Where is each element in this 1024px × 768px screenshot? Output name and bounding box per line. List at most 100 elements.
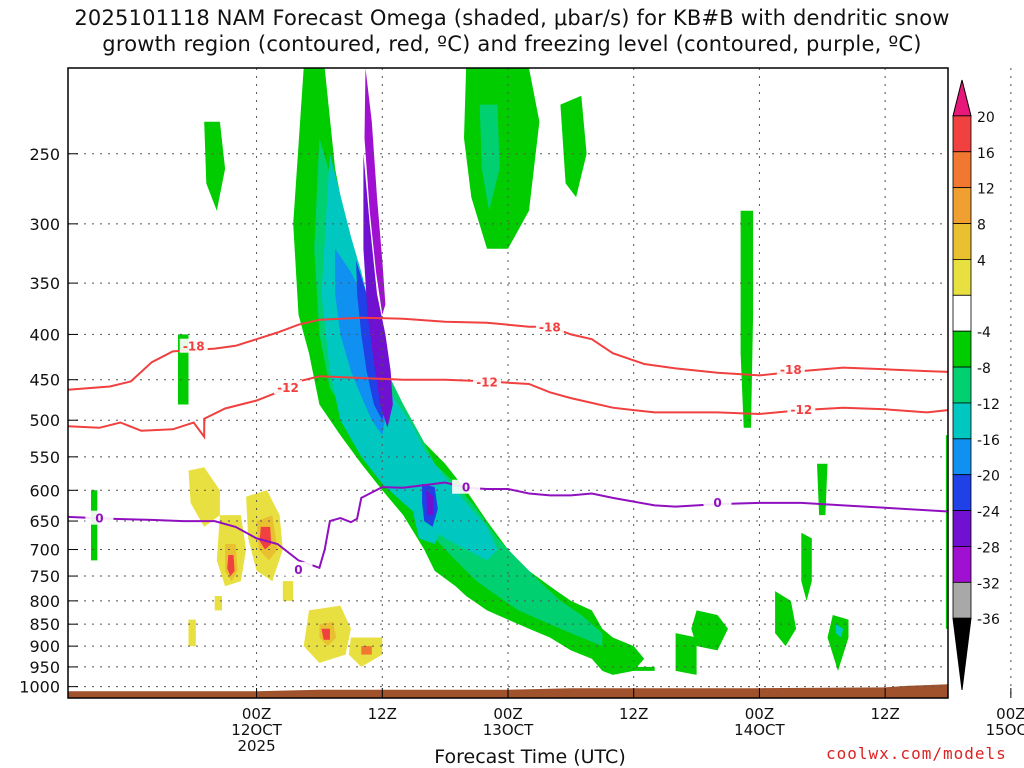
x-tick-label-72-0: 00Z: [996, 705, 1024, 723]
contour-label-bg-6: [85, 510, 114, 525]
omega-region-38: [282, 581, 294, 601]
omega-region-20: [775, 591, 797, 647]
omega-region-9: [426, 490, 434, 516]
omega-region-13: [560, 95, 587, 198]
contours: -18 -18 -12 -12 -12 -18 0 0 0 0: [68, 316, 948, 577]
contour-label-bg-2: [274, 380, 302, 395]
colorbar-box-3: [952, 187, 972, 224]
contour-label-3: -12: [476, 375, 498, 389]
colorbar-label-12: -32: [977, 576, 1000, 592]
omega-region-2: [321, 153, 498, 561]
y-tick-label-550: 550: [29, 448, 60, 467]
colorbar-label-3: 8: [977, 218, 986, 234]
omega-region-37: [361, 646, 372, 655]
colorbar-box-4: [952, 223, 972, 260]
colorbar-box-9: [952, 402, 972, 440]
contour-label-1: -18: [780, 363, 802, 377]
x-tick-label-72-1: 15OCT: [986, 721, 1024, 739]
y-tick-label-800: 800: [29, 592, 60, 611]
omega-region-25: [675, 633, 697, 675]
contour-label-bg-4: [787, 402, 816, 417]
colorbar-box-14: [952, 581, 972, 619]
omega-region-6: [364, 68, 386, 315]
contour-label-bg-7: [284, 561, 313, 576]
x-tick-label-12-0: 12Z: [368, 705, 397, 723]
x-axis-label: Forecast Time (UTC): [434, 746, 626, 768]
y-tick-label-600: 600: [29, 481, 60, 500]
contour-label-5: -18: [183, 340, 205, 354]
contour-label-bg-1: [776, 362, 805, 377]
y-tick-label-900: 900: [29, 637, 60, 656]
colorbar-label-13: -36: [977, 612, 1000, 628]
grid-lines: [68, 68, 1012, 698]
x-tick-label-24-0: 00Z: [493, 705, 522, 723]
omega-region-19: [801, 532, 812, 601]
y-tick-label-700: 700: [29, 541, 60, 560]
colorbar-box-8: [952, 366, 972, 404]
contour-label-6: 0: [95, 512, 103, 526]
colorbar-box-5: [952, 259, 972, 296]
y-tick-label-400: 400: [29, 325, 60, 344]
contour-label-bg-3: [473, 374, 502, 389]
colorbar-label-9: -20: [977, 469, 1000, 485]
colorbar-label-10: -24: [977, 505, 1000, 521]
colorbar-box-13: [952, 546, 972, 583]
y-tick-label-850: 850: [29, 615, 60, 634]
colorbar: 20 16 12 8 4 -4 -8 -12 -16 -20 -24 -28 -32 -36: [952, 79, 1000, 691]
colorbar-label-5: -4: [977, 325, 991, 341]
colorbar-box-11: [952, 474, 972, 511]
omega-region-11: [464, 68, 540, 249]
x-tick-label-24-1: 13OCT: [483, 721, 534, 739]
colorbar-box-10: [952, 438, 972, 476]
colorbar-bottom-arrow: [952, 617, 972, 691]
chart-title-line1: 2025101118 NAM Forecast Omega (shaded, μ…: [74, 6, 950, 30]
contour-label-8: 0: [462, 481, 470, 495]
contour-label-bg-8: [452, 479, 481, 494]
colorbar-label-2: 12: [977, 182, 995, 198]
contour-label-0: -18: [539, 321, 561, 335]
colorbar-label-0: 20: [977, 110, 995, 126]
x-tick-label-0-0: 00Z: [242, 705, 271, 723]
y-tick-label-450: 450: [29, 371, 60, 390]
y-tick-label-1000: 1000: [19, 678, 60, 697]
omega-region-32: [259, 526, 272, 550]
omega-region-10: [204, 121, 226, 211]
y-tick-label-300: 300: [29, 215, 60, 234]
y-tick-label-950: 950: [29, 658, 60, 677]
contour-label-bg-5: [179, 338, 208, 353]
x-tick-label-48-0: 00Z: [745, 705, 774, 723]
omega-region-12: [479, 104, 500, 211]
colorbar-box-7: [952, 330, 972, 368]
contour-label-bg-9: [703, 494, 732, 509]
x-tick-label-36-0: 12Z: [619, 705, 648, 723]
y-tick-label-350: 350: [29, 274, 60, 293]
x-tick-label-0-2: 2025: [237, 737, 275, 755]
omega-region-24: [633, 666, 655, 671]
contour-line--18-0: [68, 316, 948, 391]
omega-region-40: [214, 596, 222, 611]
y-tick-label-650: 650: [29, 512, 60, 531]
omega-region-22: [835, 624, 844, 638]
omega-region-35: [321, 628, 330, 640]
colorbar-box-6: [952, 294, 972, 332]
colorbar-box-1: [952, 115, 972, 153]
colorbar-box-12: [952, 510, 972, 547]
colorbar-top-arrow: [952, 79, 972, 117]
y-tick-label-250: 250: [29, 145, 60, 164]
contour-line--12-1: [68, 375, 948, 440]
colorbar-label-4: 4: [977, 253, 986, 269]
x-tick-label-48-1: 14OCT: [734, 721, 785, 739]
contour-label-4: -12: [790, 403, 812, 417]
omega-region-5: [363, 153, 393, 428]
omega-region-28: [227, 555, 235, 577]
colorbar-label-8: -16: [977, 433, 1000, 449]
x-tick-label-0-1: 12OCT: [231, 721, 282, 739]
colorbar-label-1: 16: [977, 146, 995, 162]
colorbar-label-7: -12: [977, 397, 1000, 413]
omega-region-21: [827, 615, 849, 671]
omega-region-16: [91, 490, 98, 561]
colorbar-label-11: -28: [977, 540, 1000, 556]
chart-title-line2: growth region (contoured, red, ºC) and f…: [102, 32, 922, 56]
